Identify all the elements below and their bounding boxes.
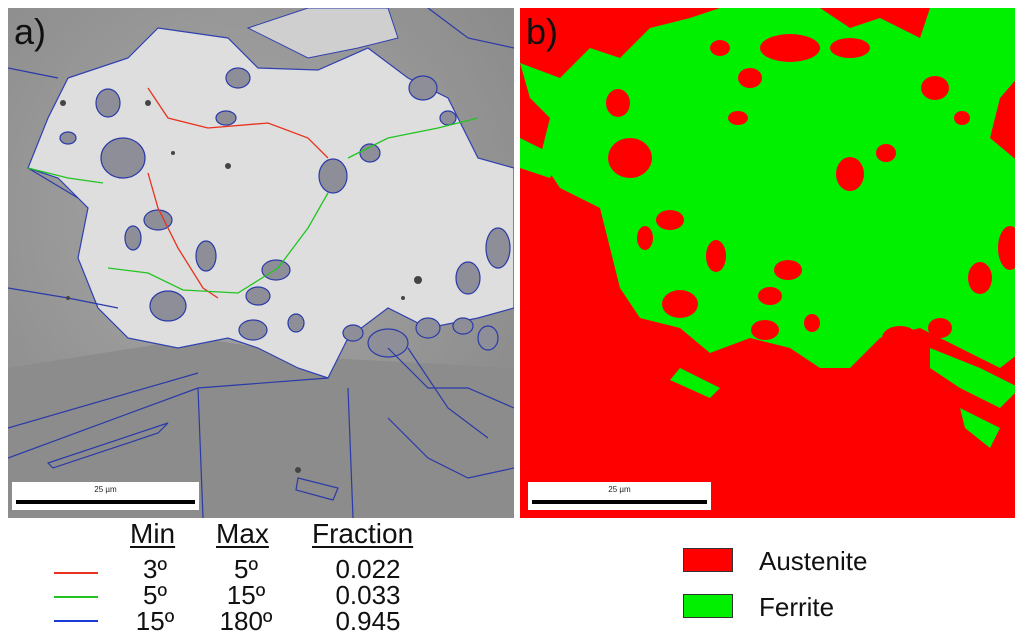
max-header: Max <box>216 518 269 549</box>
boundary-legend: Min Max Fraction 3º 5º 0.022 5º 15º 0.03… <box>40 520 470 635</box>
row3-fraction: 0.945 <box>335 606 401 636</box>
phase-map-image <box>520 8 1015 518</box>
scale-bar-b: 25 µm <box>528 482 711 510</box>
austenite-swatch <box>683 548 733 572</box>
min-header: Min <box>130 518 176 549</box>
scale-bar-b-line <box>532 500 707 504</box>
grain-boundary-image <box>8 8 514 518</box>
row1-fraction: 0.022 <box>335 554 401 584</box>
phase-map: b) 25 µm <box>520 8 1015 518</box>
row3-min: 15º <box>135 606 175 636</box>
panel-a-label: a) <box>14 11 47 52</box>
scale-bar-a-text: 25 µm <box>94 485 117 494</box>
row1-max: 5º <box>234 554 258 584</box>
scale-bar-b-text: 25 µm <box>608 485 631 494</box>
grain-boundary-map: a) 25 µm <box>8 8 514 518</box>
austenite-label: Austenite <box>759 546 868 576</box>
row2-fraction: 0.033 <box>335 580 401 610</box>
row1-min: 3º <box>143 554 167 584</box>
high-angle-line-swatch <box>54 620 98 622</box>
ferrite-swatch <box>683 594 733 618</box>
row3-max: 180º <box>219 606 273 636</box>
fraction-header: Fraction <box>312 518 414 549</box>
row2-max: 15º <box>226 580 266 610</box>
row2-min: 5º <box>143 580 167 610</box>
scale-bar-a: 25 µm <box>12 482 199 510</box>
ferrite-label: Ferrite <box>759 592 835 622</box>
scale-bar-a-line <box>16 500 195 504</box>
panel-b-label: b) <box>526 11 559 52</box>
mid-angle-line-swatch <box>54 596 98 598</box>
low-angle-line-swatch <box>54 572 98 574</box>
